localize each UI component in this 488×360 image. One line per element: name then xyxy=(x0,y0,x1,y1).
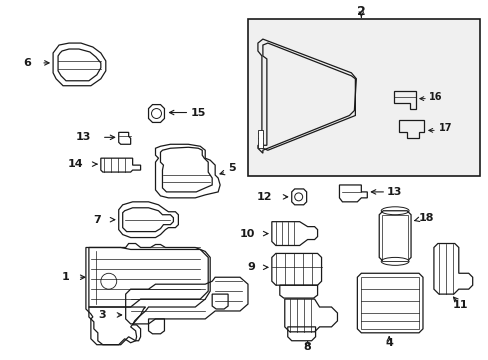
Bar xyxy=(382,215,407,261)
Text: 8: 8 xyxy=(303,342,311,352)
Bar xyxy=(257,130,263,148)
Text: 15: 15 xyxy=(190,108,205,117)
Text: 12: 12 xyxy=(256,192,271,202)
Bar xyxy=(247,19,479,176)
Text: 17: 17 xyxy=(438,123,451,134)
Text: 14: 14 xyxy=(67,159,83,169)
Text: 13: 13 xyxy=(75,132,91,142)
Text: 13: 13 xyxy=(386,187,402,197)
Text: 16: 16 xyxy=(428,92,442,102)
Text: 7: 7 xyxy=(93,215,101,225)
Text: 3: 3 xyxy=(98,310,105,320)
Text: 4: 4 xyxy=(385,338,392,348)
Text: 5: 5 xyxy=(227,163,235,173)
Text: 6: 6 xyxy=(23,58,31,68)
Text: 10: 10 xyxy=(239,229,254,239)
Text: 18: 18 xyxy=(418,213,434,223)
Text: 2: 2 xyxy=(356,5,365,18)
Bar xyxy=(361,277,418,329)
Text: 1: 1 xyxy=(61,272,69,282)
Text: 9: 9 xyxy=(246,262,254,272)
Text: 11: 11 xyxy=(452,300,468,310)
